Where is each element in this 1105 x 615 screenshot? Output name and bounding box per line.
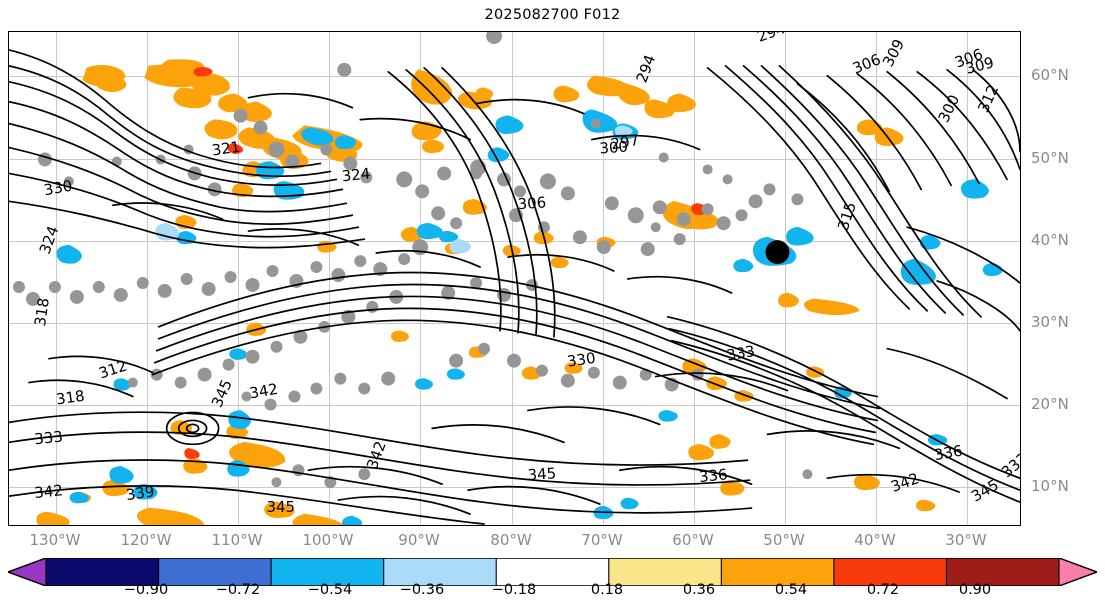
contour-label-306b: 306 [850,50,883,77]
colorbar-tick-0.36: 0.36 [682,582,716,598]
contour-label-318: 318 [31,297,53,328]
contour-label-297: 297 [609,131,640,154]
colorbar-tick-0.54: 0.54 [774,582,808,598]
page-title: 2025082700 F012 [484,7,621,23]
contour-label-312b: 312 [974,82,1002,115]
colorbar-band-4 [383,558,498,586]
contour-label-321: 321 [211,138,242,160]
contour-field-svg: 321 324 306 300 324 318 330 312 318 333 … [9,32,1020,525]
contour-label-318b: 318 [55,387,86,409]
gridline-lon-50 [785,32,786,525]
ytick-label-10n: 10°N [1031,477,1069,495]
colorbar-tick-labels: −0.90 −0.72 −0.54 −0.36 −0.18 0.18 0.36 … [0,582,1105,606]
contour-label-312: 312 [96,356,129,382]
gridline-lat-40 [9,241,1020,242]
contour-inline-labels: 321 324 306 300 324 318 330 312 318 333 … [31,32,1020,516]
height-contours [9,49,1020,525]
shaded-negative-anomalies [56,109,1003,525]
gridline-lon-70 [603,32,604,525]
contour-label-294b: 294 [755,32,788,46]
gridline-lon-120 [147,32,148,525]
xtick-label-110w: 110°W [211,531,263,549]
contour-label-330b: 330 [566,349,597,371]
gridline-lon-80 [512,32,513,525]
gridline-lon-130 [56,32,57,525]
colorbar-tick--0.54: −0.54 [307,582,353,598]
extreme-significance-dot [765,240,790,265]
contour-label-324: 324 [341,165,371,186]
gridline-lon-40 [876,32,877,525]
xtick-label-100w: 100°W [302,531,354,549]
colorbar-band-5 [495,558,610,586]
contour-label-342b: 342 [33,481,63,502]
colorbar [8,558,1097,586]
colorbar-tick-0.90: 0.90 [958,582,992,598]
map-inner: 321 324 306 300 324 318 330 312 318 333 … [9,32,1020,525]
contour-label-315: 315 [834,200,860,233]
ytick-label-30n: 30°N [1031,313,1069,331]
contour-label-333: 333 [33,427,63,448]
contour-label-309b: 309 [879,36,908,70]
ytick-label-20n: 20°N [1031,395,1069,413]
xtick-label-40w: 40°W [854,531,896,549]
gridline-lon-90 [420,32,421,525]
xtick-label-130w: 130°W [29,531,81,549]
colorbar-band-9 [945,558,1061,586]
xtick-label-70w: 70°W [581,531,623,549]
ytick-label-50n: 50°N [1031,149,1069,167]
contour-label-336b: 336 [933,442,964,465]
contour-label-342c: 342 [363,439,390,472]
contour-label-342: 342 [248,380,279,403]
contour-label-300: 300 [599,138,629,158]
gridline-lon-60 [694,32,695,525]
contour-label-306: 306 [517,193,547,213]
contour-label-342d: 342 [888,469,921,496]
colorbar-tick--0.72: −0.72 [215,582,261,598]
gridline-lat-10 [9,487,1020,488]
colorbar-band-7 [720,558,835,586]
colorbar-tick-0.18: 0.18 [590,582,624,598]
colorbar-band-2 [158,558,273,586]
ytick-label-40n: 40°N [1031,231,1069,249]
gridline-lon-110 [238,32,239,525]
colorbar-tick-0.72: 0.72 [866,582,900,598]
gridline-lat-60 [9,76,1020,77]
contour-label-330: 330 [42,177,73,200]
ytick-label-60n: 60°N [1031,66,1069,84]
colorbar-tick--0.90: −0.90 [123,582,169,598]
xtick-label-30w: 30°W [945,531,987,549]
contour-label-345: 345 [208,377,236,410]
colorbar-tick--0.18: −0.18 [491,582,537,598]
xtick-label-90w: 90°W [398,531,440,549]
xtick-label-60w: 60°W [672,531,714,549]
contour-label-345c: 345 [527,464,557,484]
xtick-label-50w: 50°W [763,531,805,549]
colorbar-swatches [8,558,1097,586]
contour-label-294: 294 [633,52,660,85]
contour-label-345b: 345 [266,498,295,516]
shaded-weak-negative [155,125,633,254]
gridline-lat-30 [9,323,1020,324]
gridline-lat-20 [9,405,1020,406]
contour-label-336: 336 [698,465,728,486]
xtick-label-80w: 80°W [490,531,532,549]
contour-label-333c: 333 [725,342,756,365]
colorbar-tick--0.36: −0.36 [399,582,445,598]
contour-label-339: 339 [125,482,156,504]
xtick-label-120w: 120°W [120,531,172,549]
map-plot-area: 321 324 306 300 324 318 330 312 318 333 … [8,31,1021,526]
gridline-lon-30 [967,32,968,525]
